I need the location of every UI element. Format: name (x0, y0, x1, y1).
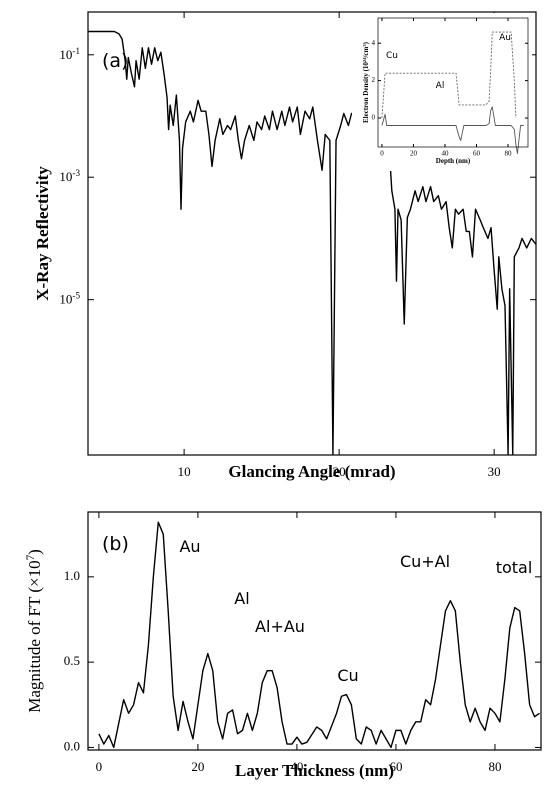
data-line (381, 106, 524, 154)
annotation: Au (179, 537, 200, 556)
annotation: Al (436, 81, 445, 91)
tick-exponent: -1 (72, 46, 80, 56)
y-tick-label: 0.5 (64, 653, 80, 668)
x-axis-label: Glancing Angle (mrad) (228, 462, 395, 481)
label-part: ) (362, 41, 370, 44)
label-part: 24 (362, 57, 367, 62)
y-tick-label: 1.0 (64, 568, 80, 583)
plot-frame (377, 17, 529, 148)
tick-base: 10 (59, 292, 72, 307)
x-axis-label: Depth (nm) (436, 157, 471, 165)
x-tick-label: 0 (96, 759, 103, 774)
y-tick-label: 2 (372, 76, 376, 84)
plot-2: 0 20 40 60 80 0.0 0.5 1.0 Layer Thickness (nm) Ma… (25, 511, 542, 780)
data-line (98, 521, 540, 749)
panel-label: (b) (102, 533, 129, 555)
x-tick-label: 10 (178, 464, 191, 479)
label-part: Electron Density (10 (362, 62, 370, 123)
tick-exponent: -3 (72, 168, 80, 178)
plot-frame (87, 511, 542, 751)
annotation: Cu (337, 666, 358, 685)
y-tick-label: 0 (372, 114, 376, 122)
x-tick-label: 40 (290, 759, 303, 774)
x-tick-label: 20 (333, 464, 346, 479)
label-part: 7 (25, 554, 37, 560)
panel-label: (a) (102, 50, 128, 72)
x-tick-label: 20 (410, 150, 418, 158)
x-tick-label: 80 (488, 759, 501, 774)
y-axis-label: X-Ray Reflectivity (33, 166, 52, 301)
y-tick-label: 10-3 (59, 168, 80, 184)
y-tick-label: 10-5 (59, 291, 80, 307)
x-tick-label: 0 (380, 150, 384, 158)
x-tick-label: 60 (389, 759, 402, 774)
x-tick-label: 40 (441, 150, 449, 158)
annotation: Al+Au (255, 617, 305, 636)
annotation: Cu (386, 51, 398, 61)
label-part: 3 (362, 44, 367, 47)
x-tick-label: 20 (191, 759, 204, 774)
tick-base: 10 (59, 169, 72, 184)
data-line (88, 30, 537, 455)
y-tick-label: 10-1 (59, 46, 80, 62)
y-axis-label: Magnitude of FT (×107) (25, 549, 44, 713)
y-tick-label: 4 (372, 39, 376, 47)
annotation: total (496, 558, 533, 577)
annotation: Al (234, 589, 249, 608)
x-axis-label: Layer Thickness (nm) (235, 761, 394, 780)
plot-frame (87, 11, 537, 456)
x-tick-label: 60 (473, 150, 481, 158)
x-tick-label: 30 (488, 464, 501, 479)
label-part: ) (25, 549, 44, 555)
tick-exponent: -5 (72, 291, 80, 301)
annotation: Au (499, 33, 511, 43)
label-part: /cm (362, 46, 370, 58)
tick-base: 10 (59, 47, 72, 62)
y-tick-label: 0.0 (64, 738, 80, 753)
y-axis-label: Electron Density (1024/cm3) (362, 41, 371, 123)
x-tick-label: 80 (504, 150, 512, 158)
annotation: Cu+Al (400, 552, 450, 571)
label-part: Magnitude of FT (×10 (25, 560, 44, 712)
